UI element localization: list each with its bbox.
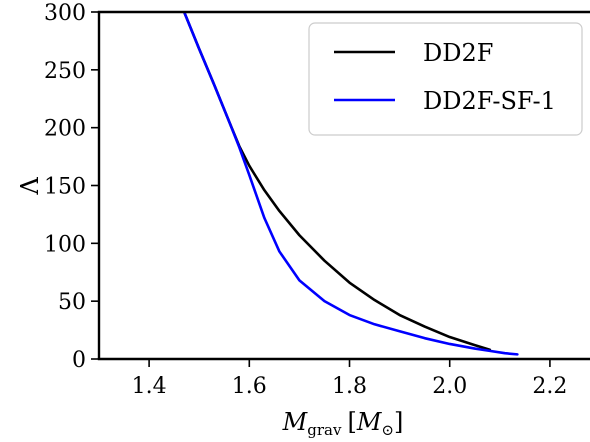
x-axis-label-open: [ [347,408,356,436]
legend-label-dd2f: DD2F [423,39,493,67]
y-tick-label: 200 [44,117,86,142]
y-tick-label: 0 [72,348,86,373]
y-tick-label: 300 [44,1,86,26]
y-tick-label: 100 [44,232,86,257]
x-axis-label-close: ] [394,408,403,436]
legend-label-dd2f-sf-1: DD2F-SF-1 [423,87,556,115]
x-axis-label: Mgrav [M⊙] [282,408,404,439]
x-axis-label-unit: M [356,408,383,436]
x-tick-label: 2.2 [532,374,567,399]
ticks-layer: 1.4 1.6 1.8 2.0 2.2 0 50 100 150 200 250 300 [44,1,567,399]
y-axis-label: Λ [16,177,44,196]
series-layer [182,12,519,356]
y-tick-label: 50 [58,290,86,315]
y-tick-label: 150 [44,175,86,200]
series-line-dd2f-sf-1 [182,12,519,356]
x-tick-label: 2.0 [432,374,467,399]
x-tick-label: 1.4 [132,374,167,399]
legend: DD2F DD2F-SF-1 [308,22,583,136]
x-tick-label: 1.8 [332,374,367,399]
x-axis-label-unit-sub: ⊙ [381,421,394,439]
x-axis-label-main: M [282,408,309,436]
x-axis-label-sub: grav [307,421,342,439]
y-tick-label: 250 [44,59,86,84]
x-tick-label: 1.6 [232,374,267,399]
